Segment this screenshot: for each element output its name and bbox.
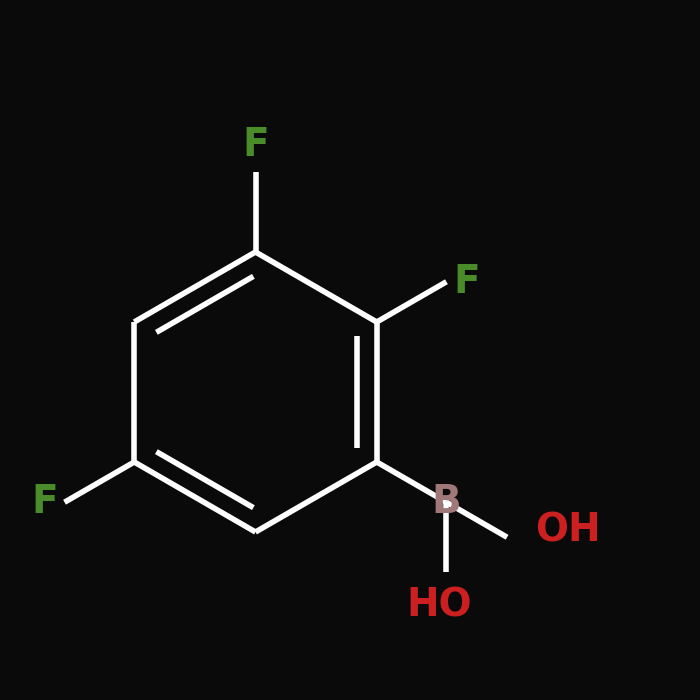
Text: OH: OH bbox=[535, 511, 601, 550]
Text: F: F bbox=[242, 127, 269, 164]
Text: F: F bbox=[31, 483, 57, 522]
Text: B: B bbox=[432, 483, 461, 522]
Text: HO: HO bbox=[407, 587, 473, 624]
Text: F: F bbox=[454, 262, 480, 301]
